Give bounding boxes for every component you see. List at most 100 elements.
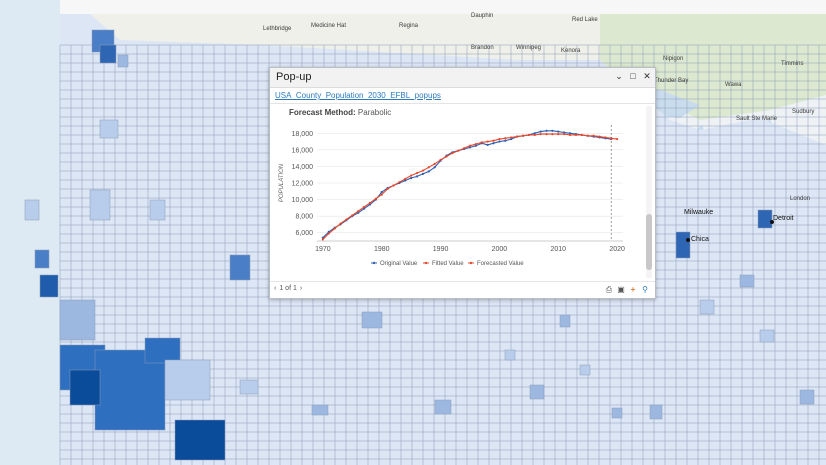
y-tick-label: 18,000 [292, 131, 314, 138]
popup-title: Pop-up [276, 71, 312, 83]
shaded-county [69, 369, 101, 406]
data-point [374, 197, 377, 200]
y-tick-label: 16,000 [292, 147, 314, 154]
print-icon[interactable]: ⎙ [605, 285, 613, 294]
city-label: Dauphin [471, 13, 494, 19]
data-point [480, 141, 483, 144]
data-point [410, 174, 413, 177]
data-point [616, 137, 619, 141]
data-point [427, 170, 430, 173]
shaded-county [24, 199, 40, 221]
save-icon[interactable]: ▣ [617, 285, 625, 294]
shaded-county [59, 299, 96, 341]
data-point [351, 214, 354, 217]
data-point [492, 139, 495, 142]
shaded-county [94, 349, 166, 431]
shaded-county [799, 389, 815, 405]
shaded-county [675, 231, 691, 259]
data-point [404, 177, 407, 180]
data-point [339, 222, 342, 225]
city-label: Wawa [725, 82, 742, 88]
data-point [486, 143, 489, 146]
city-label: Winnipeg [516, 45, 542, 51]
layer-name-link[interactable]: USA_County_Population_2030_EFBL_popups [275, 91, 441, 100]
x-tick-label: 2000 [492, 246, 508, 253]
shaded-county [649, 404, 663, 420]
data-point [357, 210, 360, 213]
city-label: Brandon [471, 45, 494, 51]
data-point [392, 184, 395, 187]
popup-titlebar[interactable]: Pop-up ⌄ □ ✕ [270, 68, 655, 88]
data-point [404, 179, 407, 182]
scrollbar-thumb[interactable] [646, 214, 652, 270]
data-point [574, 133, 578, 137]
x-tick-label: 2010 [550, 246, 566, 253]
y-tick-label: 12,000 [292, 181, 314, 188]
data-point [368, 201, 372, 204]
shaded-county [99, 119, 119, 139]
data-point [504, 139, 507, 142]
data-point [463, 147, 466, 150]
data-point [563, 131, 566, 134]
y-axis-label: POPULATION [279, 163, 285, 202]
popup-footer: ‹ 1 of 1 › ⎙ ▣ + ⚲ [270, 281, 655, 298]
city-label: Kenora [561, 48, 581, 54]
shaded-county [757, 209, 773, 229]
city-label: Sault Ste Marie [736, 116, 778, 122]
data-point [568, 133, 572, 137]
shaded-county [579, 364, 591, 376]
city-dot [686, 238, 690, 242]
data-point [492, 142, 495, 145]
data-point [568, 132, 572, 135]
layer-row: USA_County_Population_2030_EFBL_popups [270, 89, 655, 104]
shaded-county [117, 54, 129, 68]
x-tick-label: 1990 [433, 246, 449, 253]
add-icon[interactable]: + [630, 285, 636, 294]
shaded-county [361, 311, 383, 329]
data-point [486, 140, 489, 143]
data-point [586, 134, 589, 137]
shaded-county [99, 44, 117, 64]
data-point [451, 152, 454, 155]
city-dot [770, 220, 774, 224]
popup-window[interactable]: Pop-up ⌄ □ ✕ USA_County_Population_2030_… [269, 67, 656, 299]
legend-label: Original Value [380, 261, 418, 267]
data-point [592, 134, 595, 137]
data-point [545, 133, 548, 136]
city-label: Detroit [773, 215, 794, 222]
chevron-down-icon[interactable]: ⌄ [615, 71, 623, 81]
x-tick-label: 1980 [374, 246, 390, 253]
forecast-method-label: Forecast Method: [289, 108, 356, 117]
pacific-ocean [0, 0, 60, 465]
zoom-icon[interactable]: ⚲ [642, 285, 648, 294]
city-label: Milwauke [684, 209, 714, 216]
data-point [563, 133, 566, 136]
shaded-county [144, 337, 181, 364]
city-label: Chica [691, 236, 709, 243]
next-arrow-icon[interactable]: › [299, 285, 303, 292]
popup-scrollbar[interactable] [646, 106, 652, 278]
restore-icon[interactable]: □ [630, 71, 636, 81]
legend-marker [424, 261, 428, 265]
data-point [510, 137, 513, 141]
data-point [380, 191, 383, 194]
shaded-county [311, 404, 329, 416]
data-point [386, 187, 389, 190]
data-point [510, 136, 513, 139]
data-point [415, 175, 419, 178]
city-label: Thunder Bay [654, 78, 689, 84]
legend-label: Fitted Value [432, 261, 464, 267]
data-point [445, 155, 448, 158]
forecast-method-value: Parabolic [357, 108, 392, 117]
shaded-county [89, 189, 111, 221]
close-icon[interactable]: ✕ [643, 71, 651, 81]
shaded-county [739, 274, 755, 288]
data-point [598, 135, 601, 138]
prev-arrow-icon[interactable]: ‹ [274, 285, 277, 292]
shaded-county [759, 329, 775, 343]
data-point [457, 149, 460, 152]
data-point [380, 193, 383, 196]
popup-content: Forecast Method: Parabolic 6,000 8,000 10,… [271, 105, 646, 279]
y-tick-label: 10,000 [292, 197, 314, 204]
city-label: Red Lake [572, 17, 598, 23]
